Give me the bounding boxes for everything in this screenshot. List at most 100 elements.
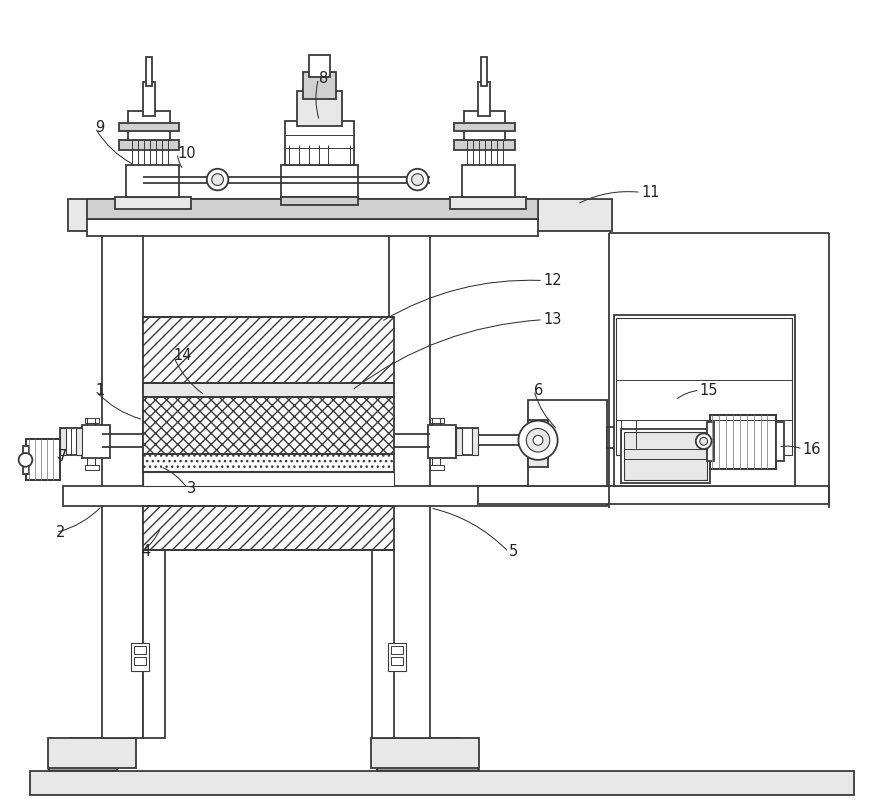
Bar [48,739,136,768]
Bar [463,111,505,141]
Text: 13: 13 [543,312,561,327]
Circle shape [696,433,712,449]
Bar [706,422,714,461]
Bar [472,427,478,455]
Circle shape [518,421,558,460]
Bar [710,415,776,469]
Bar [76,427,82,455]
Text: 9: 9 [95,120,104,135]
Bar [143,317,394,384]
Bar [286,120,354,165]
Circle shape [526,428,550,452]
Bar [134,646,146,654]
Text: 8: 8 [318,71,328,86]
Text: 15: 15 [700,383,718,398]
Bar [60,427,65,455]
Polygon shape [377,739,479,771]
Text: 16: 16 [803,442,821,457]
Bar [143,550,164,739]
Bar [23,446,29,473]
Bar [88,200,538,219]
Bar [60,427,82,455]
Bar [85,465,99,469]
Bar [529,400,606,486]
Bar [624,432,706,481]
Bar [776,422,784,461]
Bar [413,173,423,187]
Text: 2: 2 [56,525,65,540]
Text: 6: 6 [534,383,544,398]
Polygon shape [48,739,132,771]
Text: 7: 7 [57,449,67,465]
Bar [143,82,155,116]
Bar [391,646,403,654]
Bar [82,424,110,458]
Bar [621,430,710,483]
Bar [118,123,179,131]
Bar [371,739,479,768]
Bar [85,418,99,423]
Bar [143,398,394,454]
Bar [606,427,651,448]
Bar [453,123,514,131]
Bar [297,91,342,126]
Bar [281,165,358,197]
Bar [481,57,487,86]
Text: 11: 11 [641,185,659,200]
Text: 4: 4 [141,545,150,559]
Bar [63,486,606,506]
Bar [115,197,191,209]
Bar [134,657,146,665]
Bar [27,440,60,481]
Bar [88,219,538,237]
Bar [529,419,548,467]
Circle shape [19,453,33,467]
Bar [613,315,795,486]
Circle shape [207,169,228,191]
Text: 12: 12 [543,273,561,288]
Bar [428,424,456,458]
Bar [453,141,514,150]
Bar [143,506,394,550]
Circle shape [700,437,707,445]
Bar [143,454,394,472]
Bar [616,318,792,455]
Text: 10: 10 [178,145,196,161]
Bar [132,643,149,671]
Bar [461,165,514,197]
Bar [303,72,336,99]
Bar [143,384,394,398]
Bar [389,234,431,739]
Bar [143,472,394,486]
Circle shape [211,174,224,186]
Bar [68,200,612,230]
Bar [456,427,478,455]
Bar [146,57,152,86]
Bar [391,657,403,665]
Bar [128,111,170,141]
Text: 1: 1 [95,383,104,398]
Bar [126,165,179,197]
Text: 14: 14 [173,348,192,364]
Bar [478,82,490,116]
Bar [431,418,444,423]
Circle shape [533,436,543,445]
Circle shape [412,174,423,186]
Text: 3: 3 [187,481,196,496]
Bar [213,173,223,187]
Bar [478,486,829,504]
Circle shape [407,169,428,191]
Bar [710,415,776,469]
Bar [281,197,358,205]
Bar [30,771,854,795]
Bar [431,465,444,469]
Bar [27,440,60,481]
Bar [456,427,461,455]
Bar [118,141,179,150]
Text: 5: 5 [508,545,518,559]
Bar [309,55,331,77]
Bar [372,550,394,739]
Bar [388,643,406,671]
Bar [102,234,143,739]
Bar [450,197,526,209]
